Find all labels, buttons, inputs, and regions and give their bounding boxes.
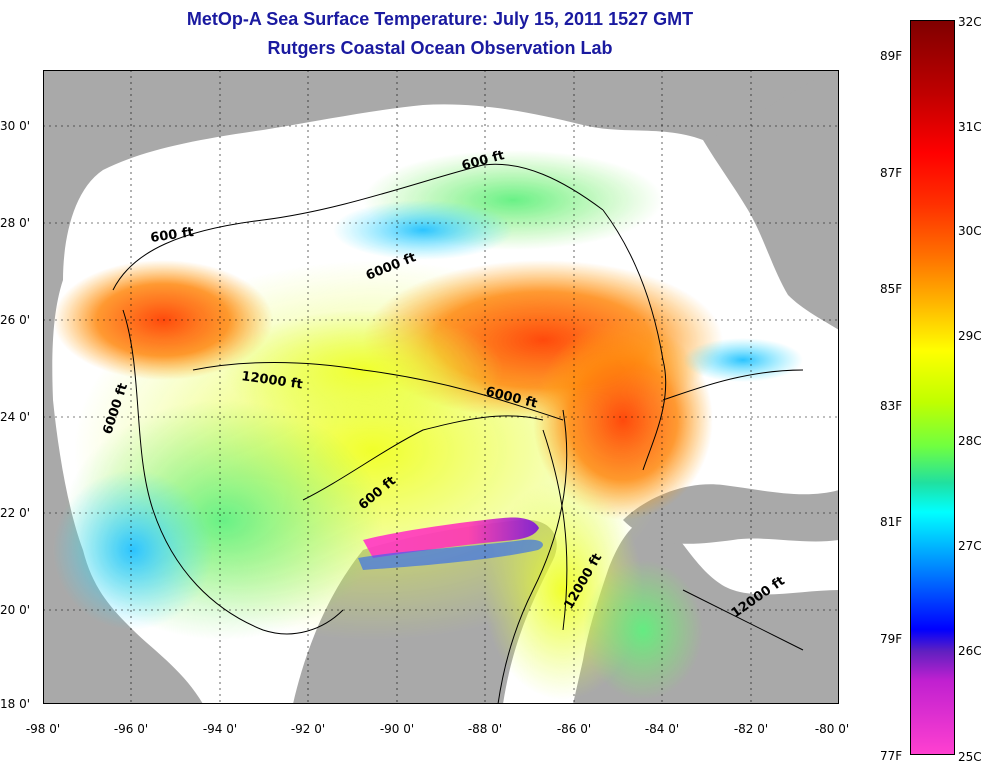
y-tick-label: 24 0' bbox=[0, 410, 31, 424]
map-subtitle: Rutgers Coastal Ocean Observation Lab bbox=[267, 38, 613, 58]
lat-lon-grid bbox=[43, 70, 839, 704]
x-tick-label: -92 0' bbox=[290, 722, 326, 736]
colorbar-celsius-label: 29C bbox=[958, 329, 982, 343]
x-tick-label: -90 0' bbox=[379, 722, 415, 736]
x-tick-label: -86 0' bbox=[556, 722, 592, 736]
colorbar-celsius-label: 25C bbox=[958, 750, 982, 764]
x-tick-label: -80 0' bbox=[814, 722, 850, 736]
x-tick-label: -88 0' bbox=[467, 722, 503, 736]
florida-peninsula bbox=[703, 70, 839, 330]
colorbar-celsius-label: 28C bbox=[958, 434, 982, 448]
y-tick-label: 22 0' bbox=[0, 506, 31, 520]
x-tick-label: -94 0' bbox=[202, 722, 238, 736]
temperature-colorbar bbox=[910, 20, 955, 755]
cool-upwelling bbox=[363, 517, 539, 558]
colorbar-fahrenheit-label: 83F bbox=[880, 399, 903, 413]
colorbar-fahrenheit-label: 87F bbox=[880, 166, 903, 180]
x-tick-label: -96 0' bbox=[113, 722, 149, 736]
y-tick-label: 18 0' bbox=[0, 697, 31, 711]
colorbar-celsius-label: 27C bbox=[958, 539, 982, 553]
sst-field bbox=[53, 150, 803, 700]
contour-label: 600 ft bbox=[149, 225, 194, 246]
colorbar-fahrenheit-label: 85F bbox=[880, 282, 903, 296]
x-tick-label: -98 0' bbox=[25, 722, 61, 736]
x-tick-label: -82 0' bbox=[733, 722, 769, 736]
colorbar-celsius-label: 31C bbox=[958, 120, 982, 134]
colorbar-celsius-label: 32C bbox=[958, 15, 982, 29]
bathymetry-contours bbox=[112, 163, 804, 704]
colorbar-celsius-label: 30C bbox=[958, 224, 982, 238]
colorbar-fahrenheit-label: 77F bbox=[880, 749, 903, 763]
colorbar-celsius-label: 26C bbox=[958, 644, 982, 658]
y-tick-label: 26 0' bbox=[0, 313, 31, 327]
colorbar-fahrenheit-label: 81F bbox=[880, 515, 903, 529]
x-tick-label: -84 0' bbox=[644, 722, 680, 736]
colorbar-fahrenheit-label: 89F bbox=[880, 49, 903, 63]
y-tick-label: 20 0' bbox=[0, 603, 31, 617]
y-tick-label: 30 0' bbox=[0, 119, 31, 133]
y-tick-label: 28 0' bbox=[0, 216, 31, 230]
sst-map: 600 ft 600 ft 600 ft 6000 ft 6000 ft 600… bbox=[43, 70, 839, 704]
map-title: MetOp-A Sea Surface Temperature: July 15… bbox=[186, 9, 694, 29]
map-frame bbox=[43, 70, 839, 704]
colorbar-fahrenheit-label: 79F bbox=[880, 632, 903, 646]
